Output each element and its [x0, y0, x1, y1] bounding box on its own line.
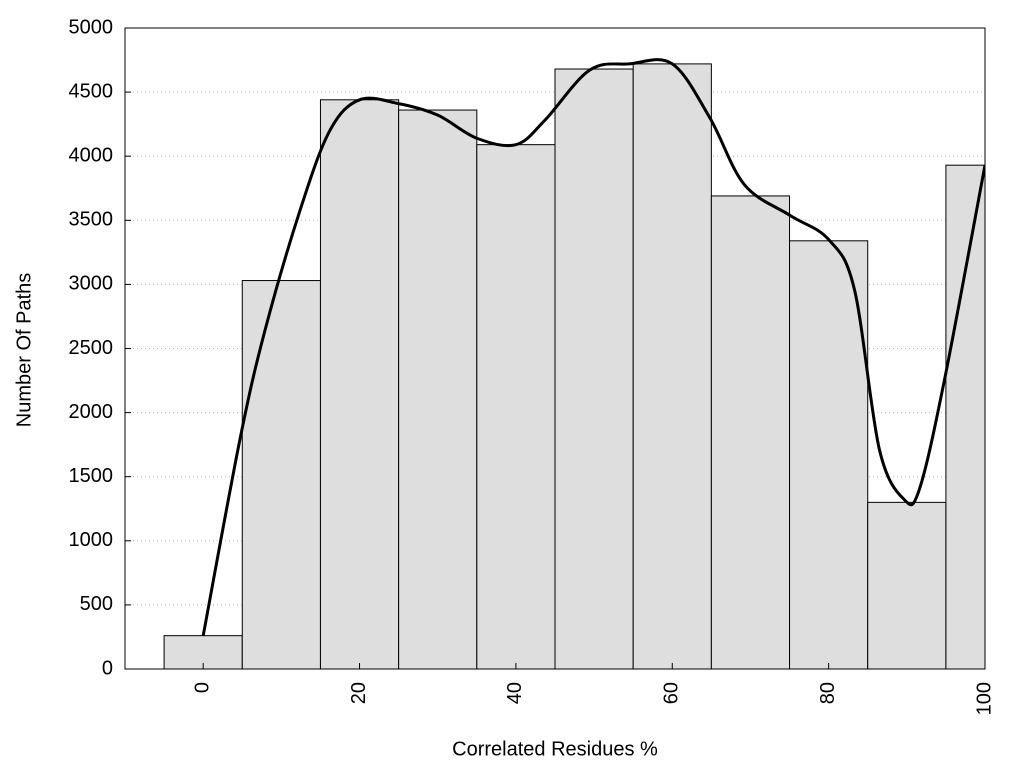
y-axis-label: Number Of Paths	[13, 273, 35, 428]
y-tick-label: 1500	[69, 465, 114, 487]
y-tick-label: 3000	[69, 273, 114, 295]
bar	[867, 501, 947, 669]
bar	[319, 99, 400, 669]
bar	[945, 164, 985, 669]
y-tick-label: 2000	[69, 401, 114, 423]
y-tick-label: 0	[102, 657, 113, 679]
bar	[241, 280, 321, 669]
y-tick-label: 5000	[69, 16, 114, 38]
bar	[632, 63, 712, 669]
y-tick-label: 500	[80, 593, 113, 615]
bar	[476, 144, 556, 669]
x-tick-label: 100	[973, 682, 995, 715]
x-tick-label: 0	[191, 682, 213, 693]
bar	[398, 109, 478, 669]
x-axis-label: Correlated Residues %	[452, 738, 658, 760]
y-tick-label: 2500	[69, 337, 114, 359]
bar	[710, 195, 791, 669]
x-tick-label: 60	[661, 682, 683, 704]
x-tick-label: 80	[817, 682, 839, 704]
curve	[201, 58, 985, 636]
y-tick-label: 1000	[69, 529, 114, 551]
x-tick-label: 20	[348, 682, 370, 704]
bar	[554, 68, 634, 669]
x-tick-label: 40	[504, 682, 526, 704]
y-tick-label: 4000	[69, 144, 114, 166]
y-tick-label: 3500	[69, 209, 114, 231]
y-tick-label: 4500	[69, 80, 114, 102]
